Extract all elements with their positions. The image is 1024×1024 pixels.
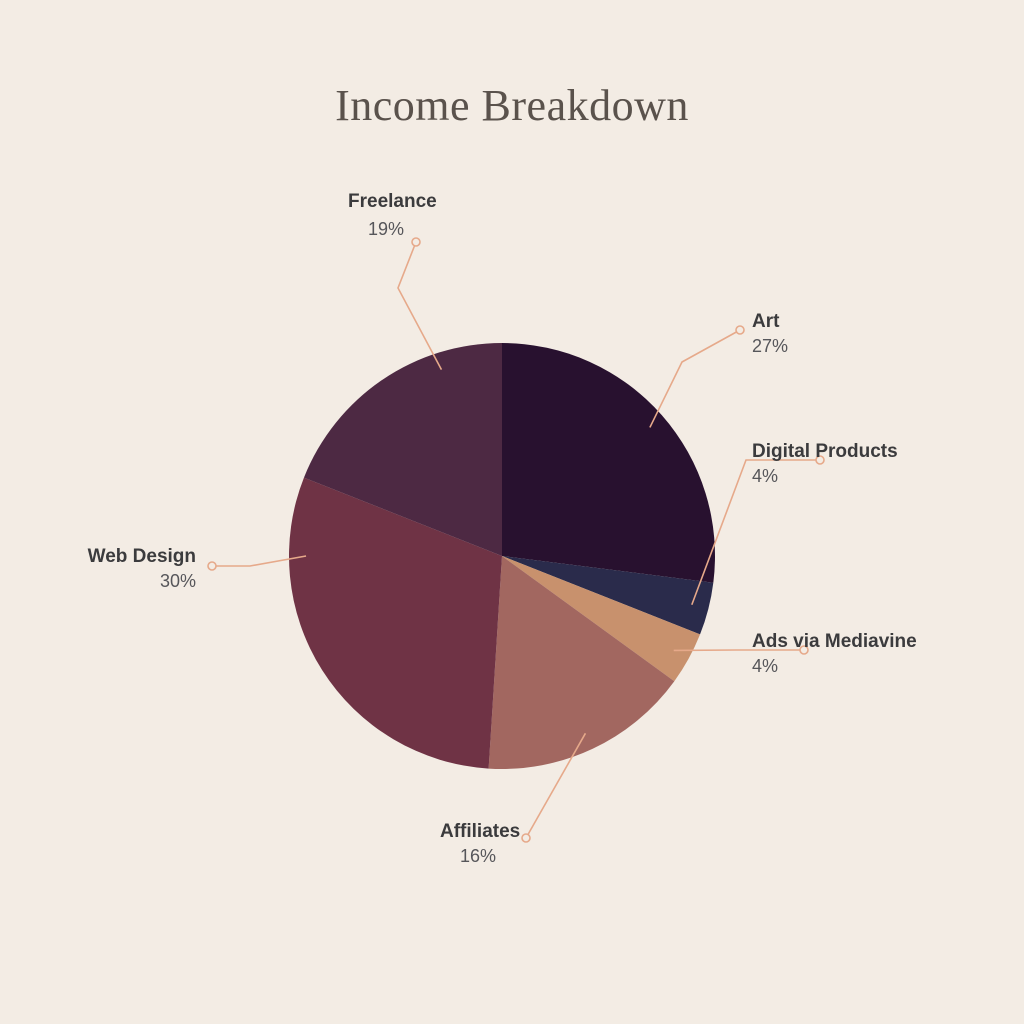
leader-marker (208, 562, 216, 570)
slice-label: Web Design (88, 545, 196, 570)
slice-label: Ads via Mediavine (752, 630, 917, 655)
leader-marker (412, 238, 420, 246)
leader-marker (736, 326, 744, 334)
slice-value: 19% (368, 218, 404, 241)
slice-value: 16% (460, 845, 496, 868)
pie-slice (502, 343, 715, 583)
slice-label: Freelance (348, 190, 437, 215)
slice-label: Affiliates (440, 820, 520, 845)
pie-chart (0, 0, 1024, 1024)
leader-line (398, 242, 441, 370)
leader-marker (522, 834, 530, 842)
slice-value: 30% (160, 570, 196, 593)
slice-value: 27% (752, 335, 788, 358)
slice-value: 4% (752, 655, 778, 678)
leader-line (650, 330, 740, 427)
slice-value: 4% (752, 465, 778, 488)
slice-label: Art (752, 310, 779, 335)
slice-label: Digital Products (752, 440, 898, 465)
